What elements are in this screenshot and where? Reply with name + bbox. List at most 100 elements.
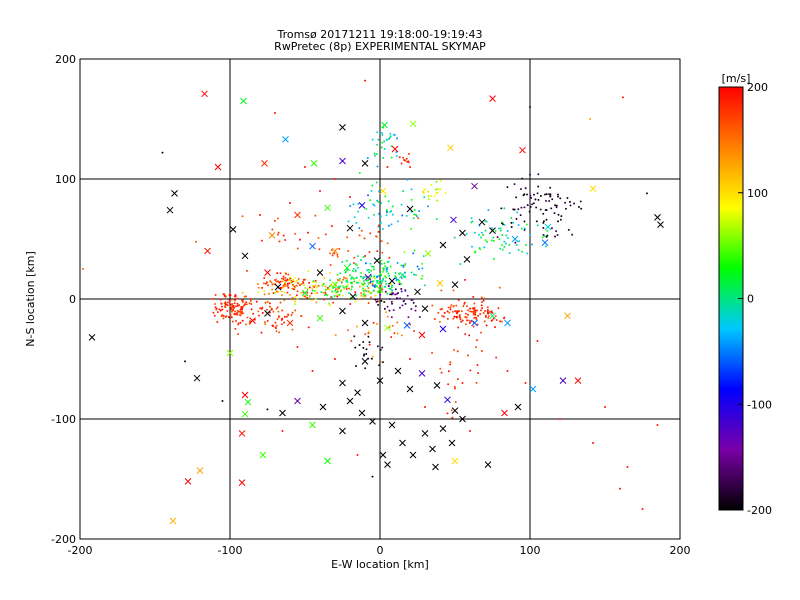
- colorbar-label: [m/s]: [722, 72, 751, 85]
- data-point-dot: [380, 299, 383, 302]
- data-point-dot: [535, 220, 538, 223]
- data-point-dot: [357, 255, 360, 257]
- data-point-x: [414, 288, 421, 296]
- colorbar-tick-label: -200: [747, 504, 772, 517]
- data-point-dot: [236, 312, 239, 314]
- data-point-dot: [353, 262, 355, 264]
- data-point-dot: [348, 287, 350, 290]
- data-point-dot: [275, 307, 278, 310]
- data-point-dot: [470, 320, 472, 323]
- data-point-dot: [239, 308, 242, 311]
- data-point-dot: [304, 287, 307, 289]
- data-point-dot: [345, 259, 348, 262]
- data-point-dot: [524, 187, 527, 190]
- data-point-dot: [263, 277, 266, 280]
- data-point-dot: [506, 186, 509, 188]
- data-point-dot: [498, 286, 501, 289]
- data-point-dot: [378, 282, 380, 285]
- data-point-dot: [314, 289, 316, 292]
- data-point-x: [384, 461, 391, 468]
- data-point-dot: [389, 135, 392, 138]
- data-point-x: [511, 235, 519, 243]
- data-point-dot: [370, 357, 373, 360]
- data-point-dot: [546, 234, 549, 237]
- data-point-x: [369, 418, 376, 425]
- data-point-dot: [224, 305, 226, 308]
- data-point-dot: [567, 228, 570, 231]
- data-point-dot: [533, 193, 535, 196]
- data-point-dot: [521, 250, 523, 253]
- data-point-dot: [267, 284, 269, 287]
- data-point-dot: [377, 304, 379, 306]
- data-point-x: [379, 451, 387, 459]
- data-point-dot: [294, 295, 297, 298]
- data-point-dot: [232, 308, 234, 311]
- data-point-dot: [333, 252, 336, 255]
- data-point-dot: [549, 194, 552, 197]
- data-point-dot: [510, 217, 513, 219]
- data-point-x: [169, 517, 177, 525]
- data-point-dot: [395, 151, 398, 154]
- data-point-dot: [294, 309, 297, 312]
- data-point-dot: [545, 218, 548, 221]
- data-point-dot: [372, 280, 375, 283]
- data-point-dot: [225, 315, 228, 318]
- data-point-dot: [383, 307, 386, 310]
- data-point-dot: [214, 306, 217, 309]
- data-point-dot: [386, 305, 389, 308]
- data-point-dot: [314, 284, 317, 287]
- data-point-dot: [512, 221, 515, 224]
- data-point-dot: [371, 138, 374, 141]
- data-point-dot: [403, 251, 406, 254]
- data-point-dot: [418, 316, 421, 318]
- data-point-dot: [515, 218, 518, 220]
- data-point-dot: [262, 282, 265, 285]
- x-tick-label: 100: [520, 544, 541, 557]
- data-point-dot: [393, 332, 396, 335]
- data-point-dot: [466, 319, 468, 322]
- data-point-dot: [354, 291, 357, 294]
- data-point-dot: [353, 256, 356, 259]
- data-point-dot: [260, 239, 263, 242]
- data-point-x: [541, 239, 549, 246]
- data-point-dot: [255, 300, 258, 303]
- data-point-dot: [239, 314, 242, 317]
- data-point-x: [349, 293, 357, 300]
- data-point-dot: [551, 198, 554, 201]
- data-point-dot: [453, 349, 455, 351]
- data-point-dot: [390, 156, 393, 159]
- data-point-dot: [306, 297, 309, 299]
- data-point-dot: [466, 305, 468, 308]
- data-point-dot: [389, 265, 392, 268]
- data-point-dot: [456, 315, 458, 318]
- data-point-dot: [373, 285, 376, 288]
- data-point-dot: [266, 300, 269, 303]
- data-point-x: [261, 160, 268, 167]
- data-point-dot: [320, 291, 323, 294]
- data-point-dot: [241, 291, 244, 294]
- data-point-dot: [343, 276, 345, 279]
- data-point-dot: [412, 301, 415, 304]
- data-point-dot: [227, 316, 230, 319]
- data-point-dot: [358, 344, 361, 346]
- data-point-dot: [266, 320, 269, 322]
- data-point-dot: [386, 292, 389, 295]
- data-point-dot: [530, 196, 533, 199]
- data-point-dot: [501, 248, 504, 251]
- data-point-dot: [513, 208, 516, 211]
- data-point-dot: [362, 256, 365, 258]
- data-point-dot: [237, 322, 240, 325]
- data-point-dot: [230, 316, 233, 319]
- data-points: [82, 79, 664, 525]
- data-point-dot: [257, 291, 260, 294]
- data-point-dot: [413, 330, 415, 332]
- data-point-dot: [355, 264, 358, 266]
- data-point-dot: [379, 293, 382, 296]
- data-point-dot: [402, 300, 405, 303]
- data-point-dot: [372, 289, 375, 292]
- data-point-dot: [456, 350, 459, 353]
- data-point-dot: [232, 304, 235, 307]
- data-point-dot: [235, 305, 237, 308]
- data-point-x: [514, 403, 522, 411]
- data-point-dot: [350, 282, 353, 285]
